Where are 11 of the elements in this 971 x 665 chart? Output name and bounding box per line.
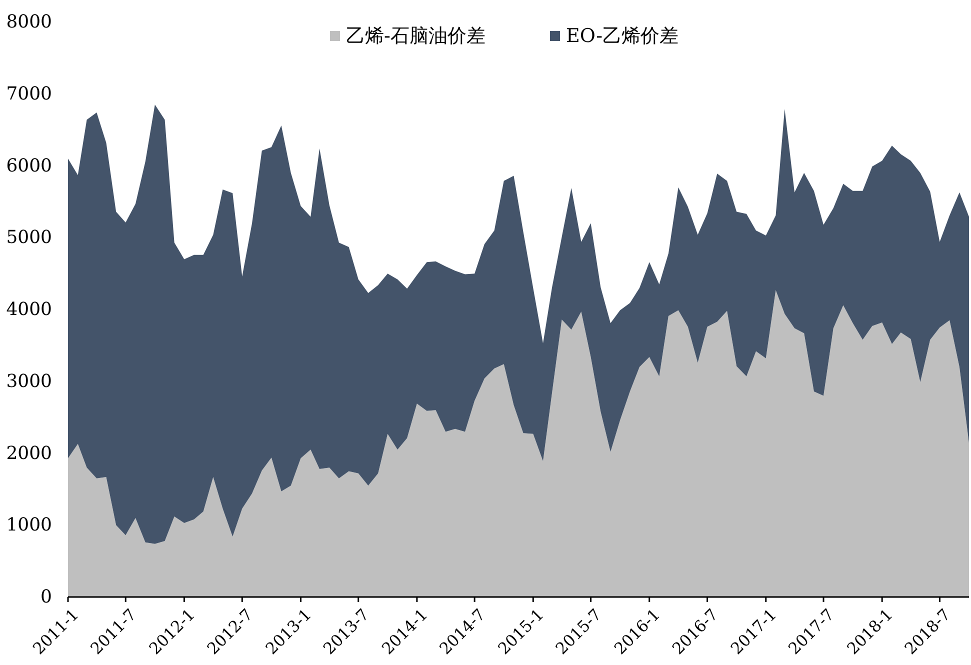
y-tick-label: 0	[40, 586, 52, 608]
y-tick-label: 5000	[6, 227, 52, 248]
y-tick-label: 4000	[6, 299, 52, 320]
y-tick-label: 8000	[6, 12, 52, 32]
y-tick-label: 2000	[6, 442, 52, 464]
legend-label: 乙烯-石脑油价差	[346, 25, 486, 47]
legend-label: EO-乙烯价差	[566, 25, 679, 47]
y-tick-label: 6000	[6, 155, 52, 176]
y-tick-label: 3000	[6, 370, 52, 392]
y-tick-label: 7000	[6, 83, 52, 104]
y-tick-label: 1000	[6, 514, 52, 536]
